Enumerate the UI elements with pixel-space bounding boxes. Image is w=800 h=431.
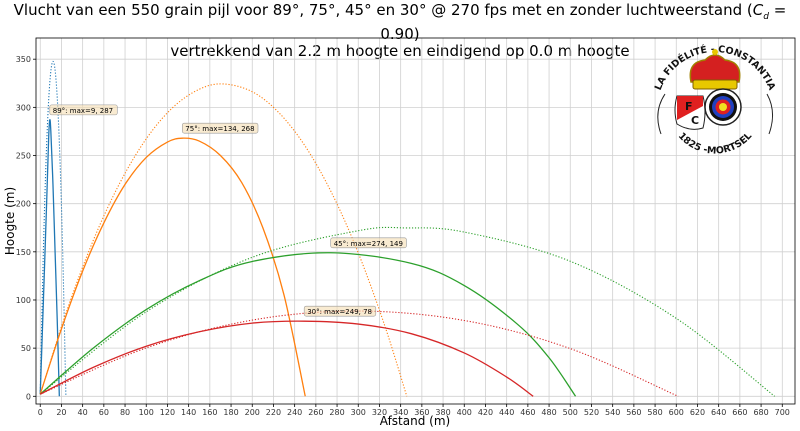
target-icon (704, 88, 742, 126)
x-tick-label: 620 (690, 408, 705, 417)
x-tick-label: 20 (56, 408, 66, 417)
annotation-89deg: 89°: max=9, 287 (49, 104, 118, 116)
annotation-box (303, 305, 377, 317)
x-tick-label: 680 (753, 408, 768, 417)
svg-text:F: F (685, 100, 693, 113)
x-tick-label: 440 (499, 408, 514, 417)
y-tick-label: 200 (16, 200, 31, 209)
x-tick-label: 0 (38, 408, 43, 417)
x-tick-label: 220 (266, 408, 281, 417)
annotation-45deg: 45°: max=274, 149 (330, 237, 407, 249)
series-line-89deg-no-drag (39, 60, 67, 397)
annotation-text: 75°: max=134, 268 (185, 125, 254, 133)
x-tick-label: 60 (99, 408, 109, 417)
grid (36, 38, 795, 404)
x-tick-label: 480 (541, 408, 556, 417)
x-tick-label: 600 (669, 408, 684, 417)
x-tick-label: 560 (626, 408, 641, 417)
x-tick-label: 460 (520, 408, 535, 417)
series-line-30deg-drag (39, 320, 534, 397)
series-line-75deg-drag (39, 137, 306, 397)
y-tick-label: 50 (21, 344, 31, 353)
crown-icon (689, 49, 741, 90)
annotation-box (181, 122, 259, 134)
title-text: Vlucht van een 550 grain pijl voor 89°, … (13, 1, 753, 19)
x-tick-label: 660 (732, 408, 747, 417)
series-line-89deg-drag (39, 119, 60, 397)
x-tick-label: 120 (160, 408, 175, 417)
series-group (39, 60, 775, 397)
annotation-text: 45°: max=274, 149 (334, 240, 403, 248)
x-tick-label: 420 (478, 408, 493, 417)
series-line-45deg-no-drag (39, 226, 775, 397)
plot-frame (35, 37, 796, 405)
x-tick-label: 140 (181, 408, 196, 417)
x-tick-label: 320 (372, 408, 387, 417)
x-axis-label: Afstand (m) (380, 414, 450, 428)
x-tick-label: 700 (775, 408, 790, 417)
x-tick-label: 160 (202, 408, 217, 417)
x-tick-label: 380 (435, 408, 450, 417)
title-line-2: vertrekkend van 2.2 m hoogte en eindigen… (170, 42, 630, 60)
y-tick-label: 350 (16, 55, 31, 64)
x-tick-label: 520 (584, 408, 599, 417)
x-tick-label: 540 (605, 408, 620, 417)
club-logo: LA FIDÉLITÉ - CONSTANTIA 1825 -MORTSEL F… (653, 44, 778, 157)
y-axis-label: Hoogte (m) (3, 187, 17, 255)
y-tick-label: 100 (16, 296, 31, 305)
x-tick-label: 180 (223, 408, 238, 417)
title-cd-sub: d (763, 12, 769, 22)
x-tick-label: 340 (393, 408, 408, 417)
x-tick-label: 80 (120, 408, 130, 417)
x-tick-label: 280 (329, 408, 344, 417)
y-tick-label: 250 (16, 152, 31, 161)
svg-text:C: C (691, 114, 699, 127)
y-tick-label: 0 (26, 392, 31, 401)
annotation-75deg: 75°: max=134, 268 (181, 122, 259, 134)
x-tick-label: 260 (308, 408, 323, 417)
bow-icon (657, 93, 773, 135)
x-tick-label: 300 (351, 408, 366, 417)
x-tick-label: 400 (457, 408, 472, 417)
annotation-30deg: 30°: max=249, 78 (303, 305, 377, 317)
x-tick-label: 40 (78, 408, 88, 417)
annotation-text: 89°: max=9, 287 (53, 107, 113, 115)
annotations: 89°: max=9, 287 75°: max=134, 268 45°: max… (49, 104, 407, 317)
x-tick-label: 100 (139, 408, 154, 417)
x-tick-label: 360 (414, 408, 429, 417)
x-tick-label: 640 (711, 408, 726, 417)
x-tick-label: 200 (245, 408, 260, 417)
y-tick-label: 300 (16, 103, 31, 112)
annotation-box (49, 104, 118, 116)
title-cd: C (752, 1, 764, 19)
series-line-45deg-drag (39, 252, 577, 397)
logo-text-bottom: 1825 -MORTSEL (676, 131, 755, 157)
annotation-box (330, 237, 407, 249)
annotation-text: 30°: max=249, 78 (307, 308, 372, 316)
ticks: 0 20 40 60 80 100 120 140 160 180 200 220 240 260 280 3… (16, 55, 790, 417)
x-tick-label: 500 (563, 408, 578, 417)
svg-text:1825 -MORTSEL: 1825 -MORTSEL (676, 131, 755, 157)
x-tick-label: 580 (647, 408, 662, 417)
y-tick-label: 150 (16, 248, 31, 257)
x-tick-label: 240 (287, 408, 302, 417)
